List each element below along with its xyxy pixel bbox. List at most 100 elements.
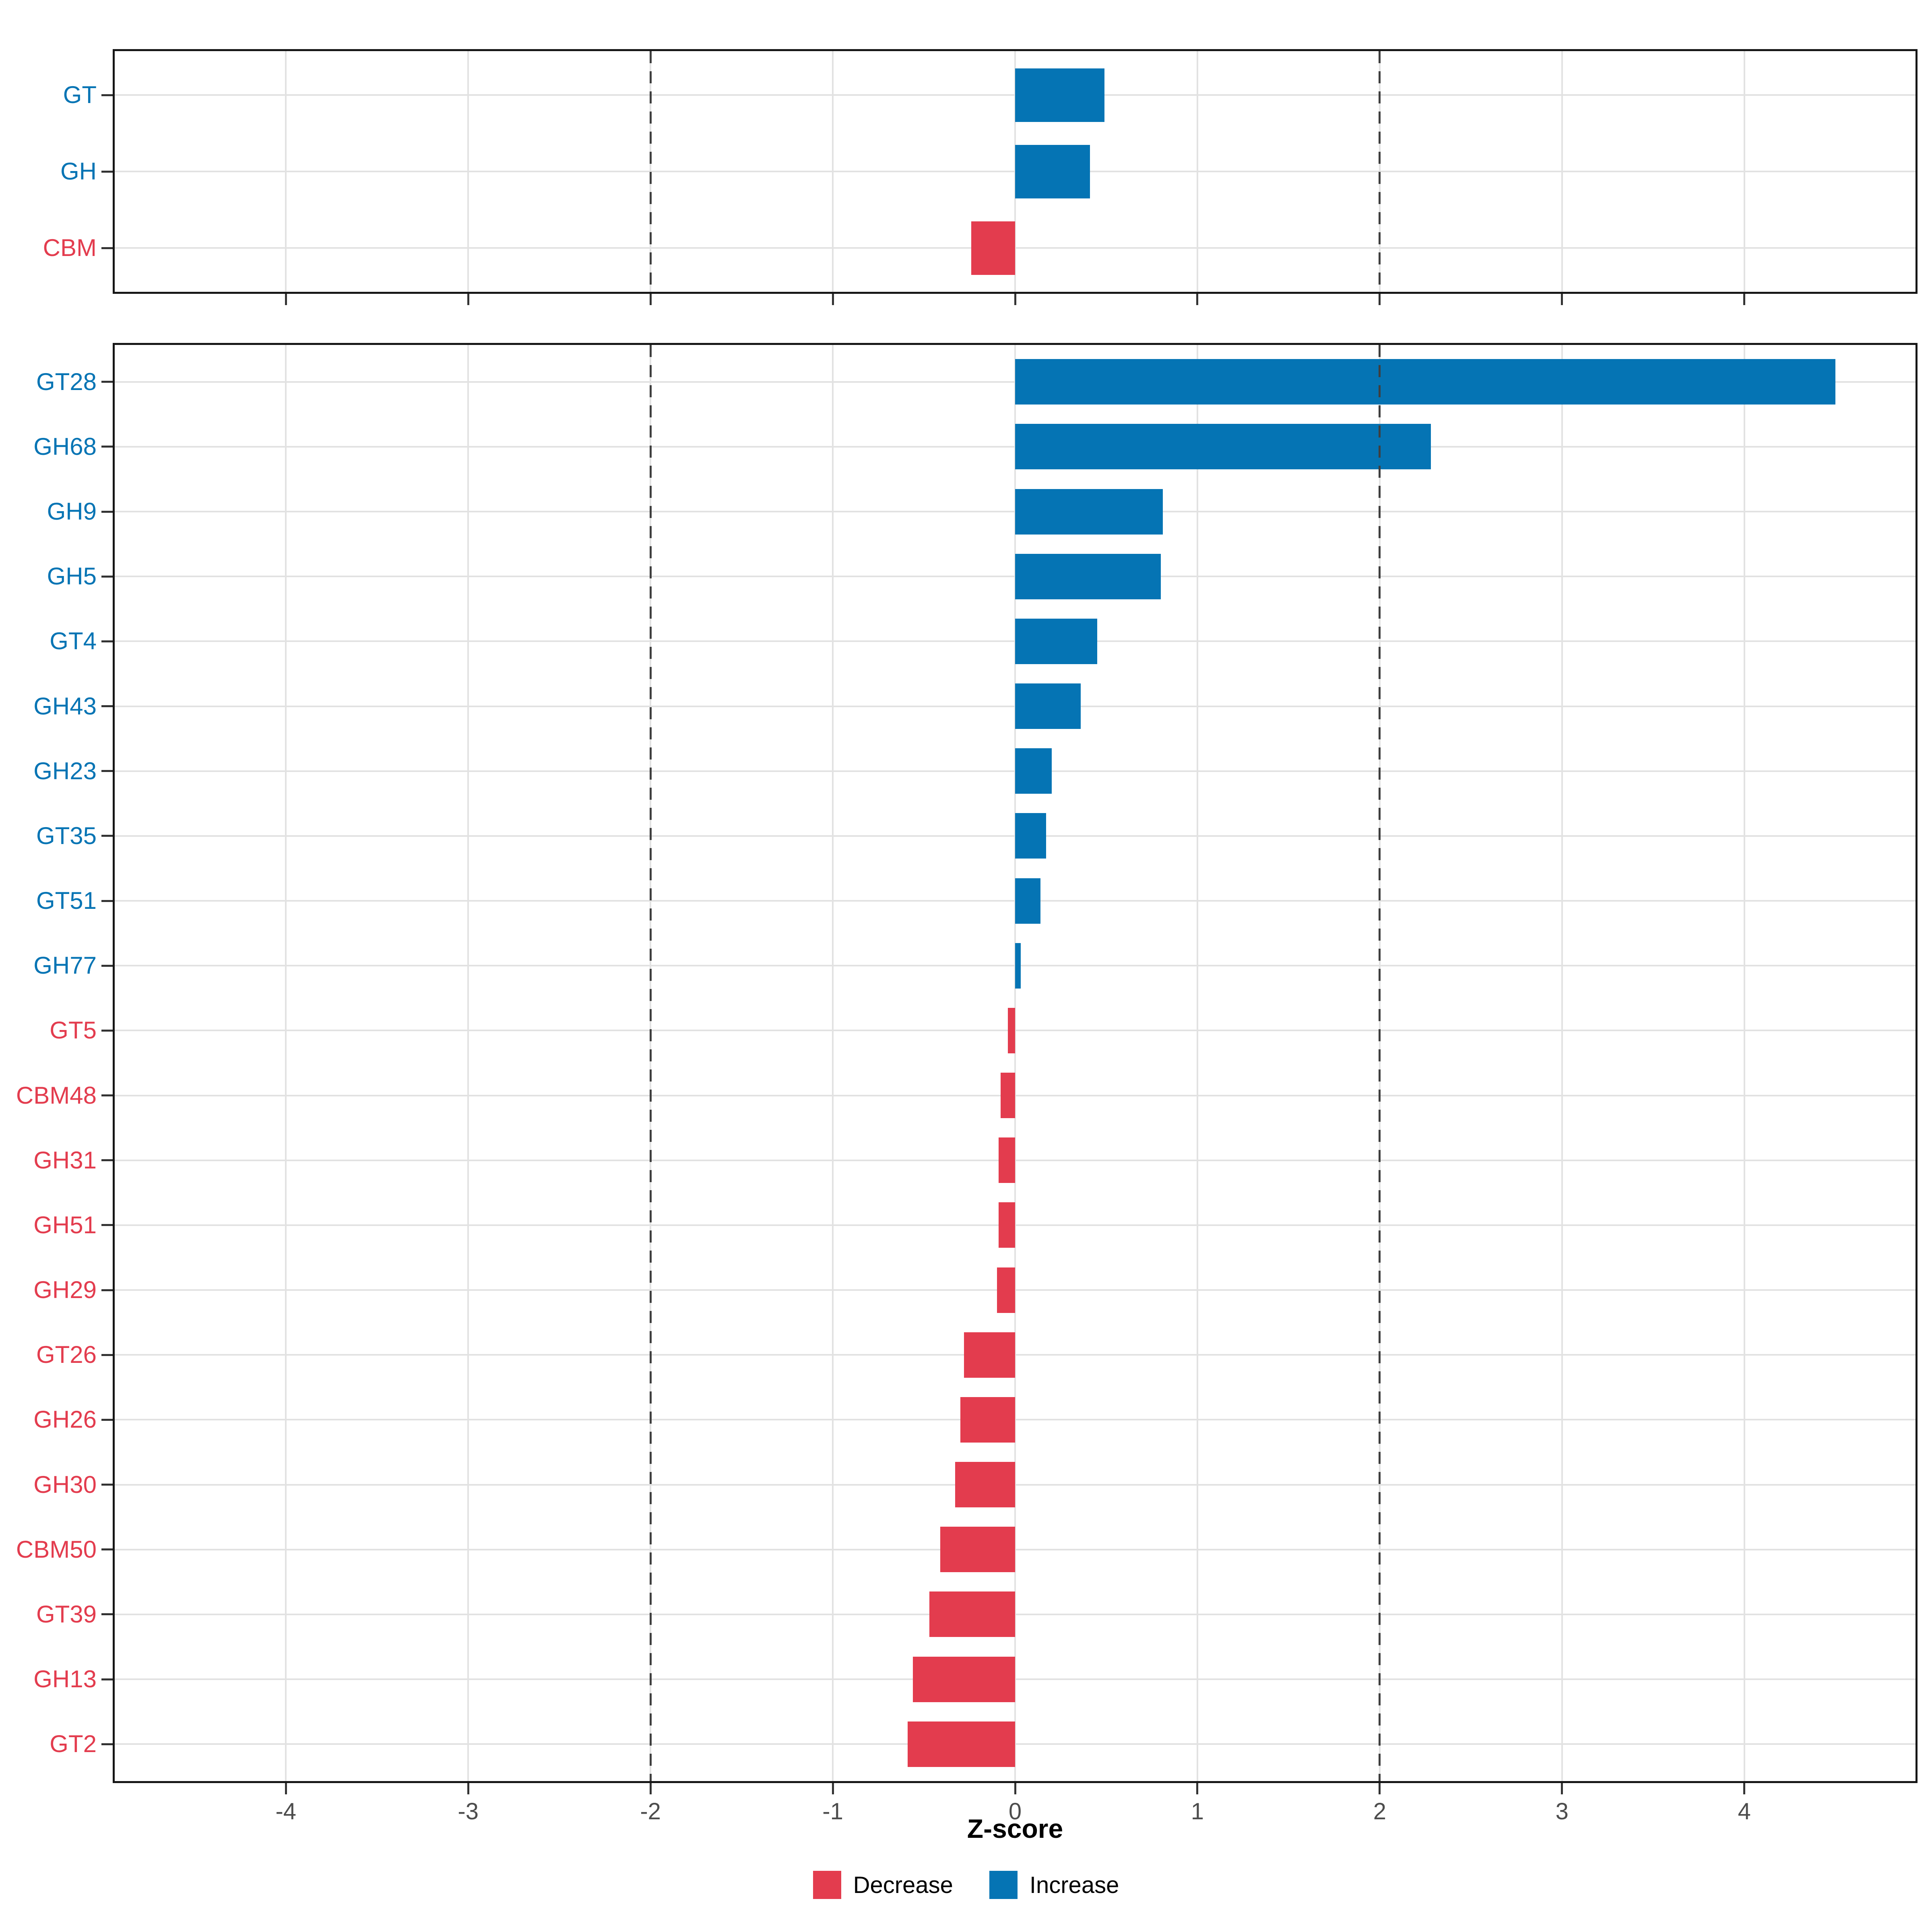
legend-item-increase: Increase [989,1871,1119,1899]
y-tick-GH43 [101,705,113,708]
y-tick-label-GT4: GT4 [50,627,97,655]
x-tick-3 [1561,294,1563,305]
y-tick-GH13 [101,1678,113,1680]
y-tick-GT4 [101,640,113,642]
y-tick-label-GH13: GH13 [33,1666,97,1693]
x-tick-4 [1743,1783,1746,1794]
y-tick-GT2 [101,1743,113,1745]
x-tick-label--2: -2 [640,1798,661,1825]
y-tick-GH31 [101,1159,113,1162]
top-panel-categories [113,49,1918,294]
bar-GT28 [1015,359,1836,405]
y-tick-GT28 [101,381,113,383]
gridline-row-GT39 [115,1613,1915,1615]
y-tick-label-GH43: GH43 [33,692,97,720]
y-tick-GT26 [101,1354,113,1356]
bar-GT51 [1015,878,1041,924]
dashed-line-x-2 [649,345,652,1781]
bar-GH31 [999,1137,1015,1183]
y-tick-label-CBM50: CBM50 [16,1536,97,1563]
y-tick-GH51 [101,1224,113,1226]
y-tick-GH9 [101,510,113,513]
gridline-x3 [1561,345,1563,1781]
gridline-x0 [1014,345,1016,1781]
bar-GH9 [1015,489,1163,535]
x-tick--4 [285,1783,287,1794]
bar-GH26 [960,1397,1015,1443]
y-tick-label-GH26: GH26 [33,1406,97,1433]
bar-CBM50 [940,1527,1015,1573]
x-tick-label-0: 0 [1008,1798,1022,1825]
x-tick-label--1: -1 [822,1798,843,1825]
gridline-x1 [1196,345,1198,1781]
y-tick-CBM48 [101,1094,113,1097]
bar-GT26 [964,1332,1015,1378]
gridline-row-CBM [115,247,1915,249]
x-tick-label--4: -4 [275,1798,297,1825]
gridline-row-GT2 [115,1743,1915,1745]
bar-CBM48 [1000,1073,1015,1119]
bar-GT4 [1015,618,1097,664]
bottom-panel-families [113,343,1918,1783]
gridline-row-GT5 [115,1030,1915,1032]
y-tick-label-GH77: GH77 [33,952,97,979]
y-tick-label-GT39: GT39 [36,1600,97,1628]
y-tick-label-GH29: GH29 [33,1276,97,1304]
y-tick-GH68 [101,446,113,448]
x-tick-2 [1379,1783,1381,1794]
y-tick-GH77 [101,964,113,967]
x-tick-0 [1014,1783,1016,1794]
y-tick-label-GH51: GH51 [33,1211,97,1238]
x-tick--1 [832,1783,834,1794]
bar-GT39 [929,1591,1015,1637]
legend-item-decrease: Decrease [813,1871,953,1899]
y-tick-GT35 [101,835,113,837]
x-tick-label-4: 4 [1738,1798,1751,1825]
y-tick-label-GH31: GH31 [33,1146,97,1174]
legend: Decrease Increase [0,1871,1932,1899]
y-tick-label-CBM48: CBM48 [16,1082,97,1109]
bar-GT35 [1015,813,1046,859]
y-tick-label-GH9: GH9 [47,498,97,525]
x-tick-label-2: 2 [1373,1798,1386,1825]
bar-GH51 [999,1202,1015,1248]
y-tick-label-GT26: GT26 [36,1341,97,1368]
gridline-x4 [1743,345,1745,1781]
x-tick--3 [467,1783,469,1794]
bar-GH43 [1015,683,1081,729]
y-tick-GH23 [101,770,113,772]
y-tick-label-GT5: GT5 [50,1017,97,1044]
gridline-x-1 [832,345,834,1781]
dashed-line-x2 [1379,51,1381,292]
gridline-row-GH30 [115,1484,1915,1486]
bar-GT2 [907,1721,1015,1767]
y-tick-label-GT2: GT2 [50,1730,97,1758]
y-tick-label-GH23: GH23 [33,757,97,784]
dashed-line-x-2 [649,51,652,292]
x-tick-4 [1743,294,1746,305]
gridline-row-CBM48 [115,1094,1915,1096]
x-tick-label-3: 3 [1555,1798,1569,1825]
y-tick-GT5 [101,1029,113,1032]
bar-GH29 [997,1267,1015,1313]
x-tick--1 [832,294,834,305]
x-tick-0 [1014,294,1016,305]
y-tick-CBM50 [101,1548,113,1551]
legend-label-decrease: Decrease [853,1872,953,1898]
legend-label-increase: Increase [1029,1872,1119,1898]
y-tick-CBM [101,247,113,249]
bar-CBM [971,221,1015,275]
bar-GH5 [1015,553,1161,599]
dashed-line-x2 [1379,345,1381,1781]
y-tick-GH [101,170,113,173]
gridline-row-GH31 [115,1159,1915,1161]
gridline-row-GH13 [115,1678,1915,1680]
x-tick-3 [1561,1783,1563,1794]
bar-GH23 [1015,748,1052,794]
y-tick-GT51 [101,900,113,902]
x-tick-label-1: 1 [1191,1798,1204,1825]
x-tick--3 [467,294,469,305]
bar-GH13 [913,1656,1015,1702]
legend-swatch-increase [989,1871,1018,1899]
